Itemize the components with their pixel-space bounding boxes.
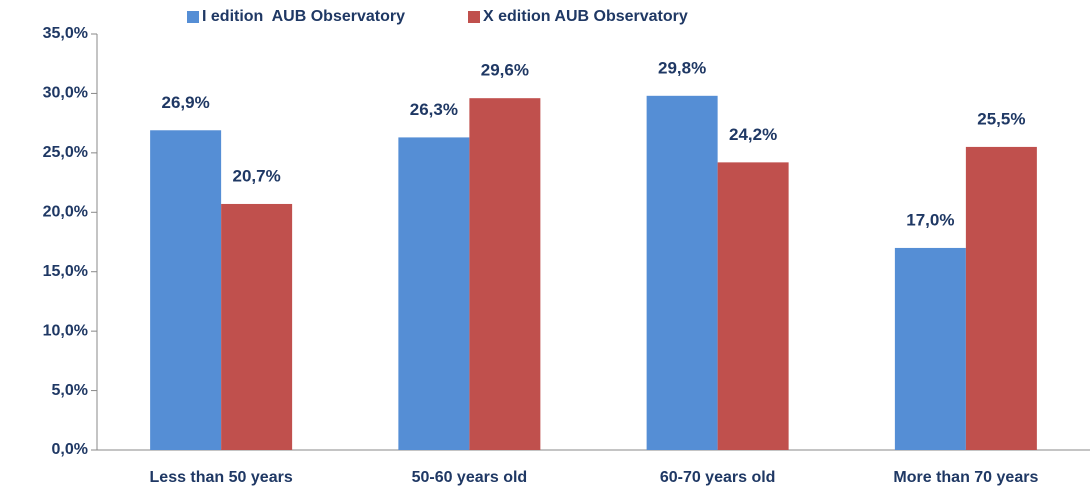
bar (717, 162, 789, 450)
x-tick-label: 60-70 years old (660, 469, 776, 486)
value-label: 26,3% (410, 100, 458, 119)
value-label: 29,6% (481, 61, 529, 80)
y-tick-label: 30,0% (43, 85, 88, 102)
x-tick-label: 50-60 years old (412, 469, 528, 486)
legend-swatch (468, 11, 480, 23)
value-label: 17,0% (906, 210, 954, 229)
value-label: 29,8% (658, 58, 706, 77)
value-label: 26,9% (162, 93, 210, 112)
bar (398, 137, 470, 451)
bar (965, 146, 1037, 450)
bar (150, 130, 222, 450)
y-tick-label: 20,0% (43, 204, 88, 221)
legend-label: X edition AUB Observatory (483, 8, 688, 25)
y-tick-label: 35,0% (43, 25, 88, 42)
y-tick-label: 10,0% (43, 322, 88, 339)
x-tick-label: Less than 50 years (150, 469, 293, 486)
bar (469, 98, 541, 450)
y-tick-label: 15,0% (43, 263, 88, 280)
y-tick-label: 0,0% (52, 441, 88, 458)
legend-label: I edition AUB Observatory (202, 8, 405, 25)
legend-swatch (187, 11, 199, 23)
value-label: 20,7% (233, 166, 281, 185)
value-label: 24,2% (729, 125, 777, 144)
value-label: 25,5% (977, 109, 1025, 128)
bar (646, 95, 718, 450)
x-tick-label: More than 70 years (893, 469, 1038, 486)
bar (894, 247, 966, 450)
bar (221, 203, 293, 450)
y-tick-label: 25,0% (43, 144, 88, 161)
y-tick-label: 5,0% (52, 382, 88, 399)
